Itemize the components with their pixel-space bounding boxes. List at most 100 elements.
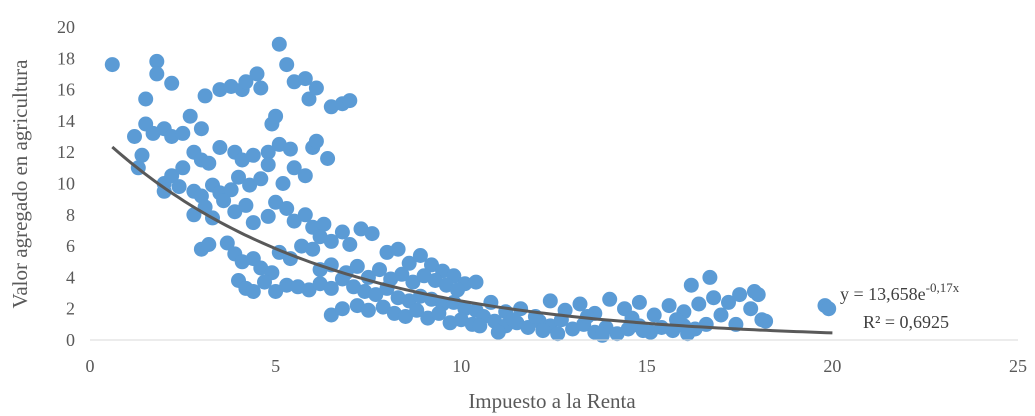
data-point [631,294,647,310]
y-tick-label: 0 [66,330,75,350]
data-point [746,284,762,299]
data-point [182,108,198,124]
x-tick-label: 5 [271,356,280,376]
data-point [171,179,187,195]
data-point [405,274,421,290]
data-point [698,316,714,332]
data-point [572,296,588,312]
data-point [721,294,736,310]
data-point [398,309,413,324]
trendline-annotation: y = 13,658e-0,17x R² = 0,6925 [840,280,960,332]
trendline [111,145,833,335]
data-point [821,301,837,317]
data-point [368,287,384,303]
data-point [253,171,269,187]
data-point [297,207,313,223]
x-tick-label: 0 [86,356,95,376]
data-point [535,323,551,339]
y-tick-label: 18 [57,48,75,68]
data-point [713,307,729,323]
data-point [219,235,235,251]
data-point [238,197,254,213]
y-tick-label: 16 [57,80,75,100]
data-point [646,307,662,323]
data-point [253,80,269,96]
data-point [257,274,272,290]
data-point [308,80,324,96]
data-point [305,241,321,257]
data-point [334,224,350,240]
data-point [505,312,521,328]
x-tick-label: 15 [638,356,656,376]
data-point [372,262,387,278]
data-point [308,133,324,149]
data-point [175,125,191,141]
data-point [680,326,696,342]
data-point [223,182,239,198]
data-point [193,121,209,137]
data-point [364,226,380,242]
data-point [268,194,284,210]
data-point [260,157,276,173]
data-point [275,176,291,191]
y-tick-label: 12 [57,142,75,162]
data-point [245,147,261,163]
data-point [342,237,358,252]
data-point [268,284,284,299]
data-point [301,91,317,107]
equation-base: y = 13,658e [840,284,926,304]
data-point [706,290,722,306]
trendline-equation: y = 13,658e-0,17x [840,280,960,304]
data-point [134,147,150,163]
data-point [360,302,376,318]
data-point [149,53,165,69]
data-point [212,140,228,155]
y-tick-label: 2 [66,299,75,319]
y-tick-label: 4 [66,267,75,287]
data-point [197,88,213,104]
x-tick-label: 10 [452,356,470,376]
data-point [424,257,439,273]
data-point [156,183,172,199]
data-point [490,324,506,340]
data-point [323,233,339,249]
data-point [279,201,295,216]
data-point [472,318,488,334]
y-tick-label: 14 [57,111,75,131]
data-point [594,327,610,343]
data-point [450,282,465,298]
data-point [316,216,332,232]
data-point [249,66,265,82]
data-point [320,151,336,166]
data-point [286,213,302,229]
data-point [468,274,484,290]
data-point [164,75,180,91]
data-point [245,284,261,299]
data-point [349,258,365,274]
data-point [282,141,298,157]
data-point [691,296,707,312]
y-axis-title: Valor agregado en agricultura [8,59,32,309]
data-point [301,282,317,298]
data-point [409,302,425,318]
data-point [375,299,391,315]
data-point [149,66,165,82]
data-point [401,255,417,271]
data-point [127,129,142,144]
y-tick-label: 8 [66,205,75,225]
y-tick-label: 6 [66,236,75,256]
data-point [297,168,313,184]
data-point [201,237,217,252]
data-point [231,169,246,185]
x-axis-title: Impuesto a la Renta [468,389,636,413]
data-point [238,74,254,90]
data-point [138,91,154,107]
x-tick-label: 20 [823,356,841,376]
x-tick-labels: 0 5 10 15 20 25 [86,356,1028,376]
data-point [513,301,529,317]
data-point [520,320,536,335]
data-point [312,276,328,292]
data-point [732,287,748,303]
data-point [412,248,428,263]
